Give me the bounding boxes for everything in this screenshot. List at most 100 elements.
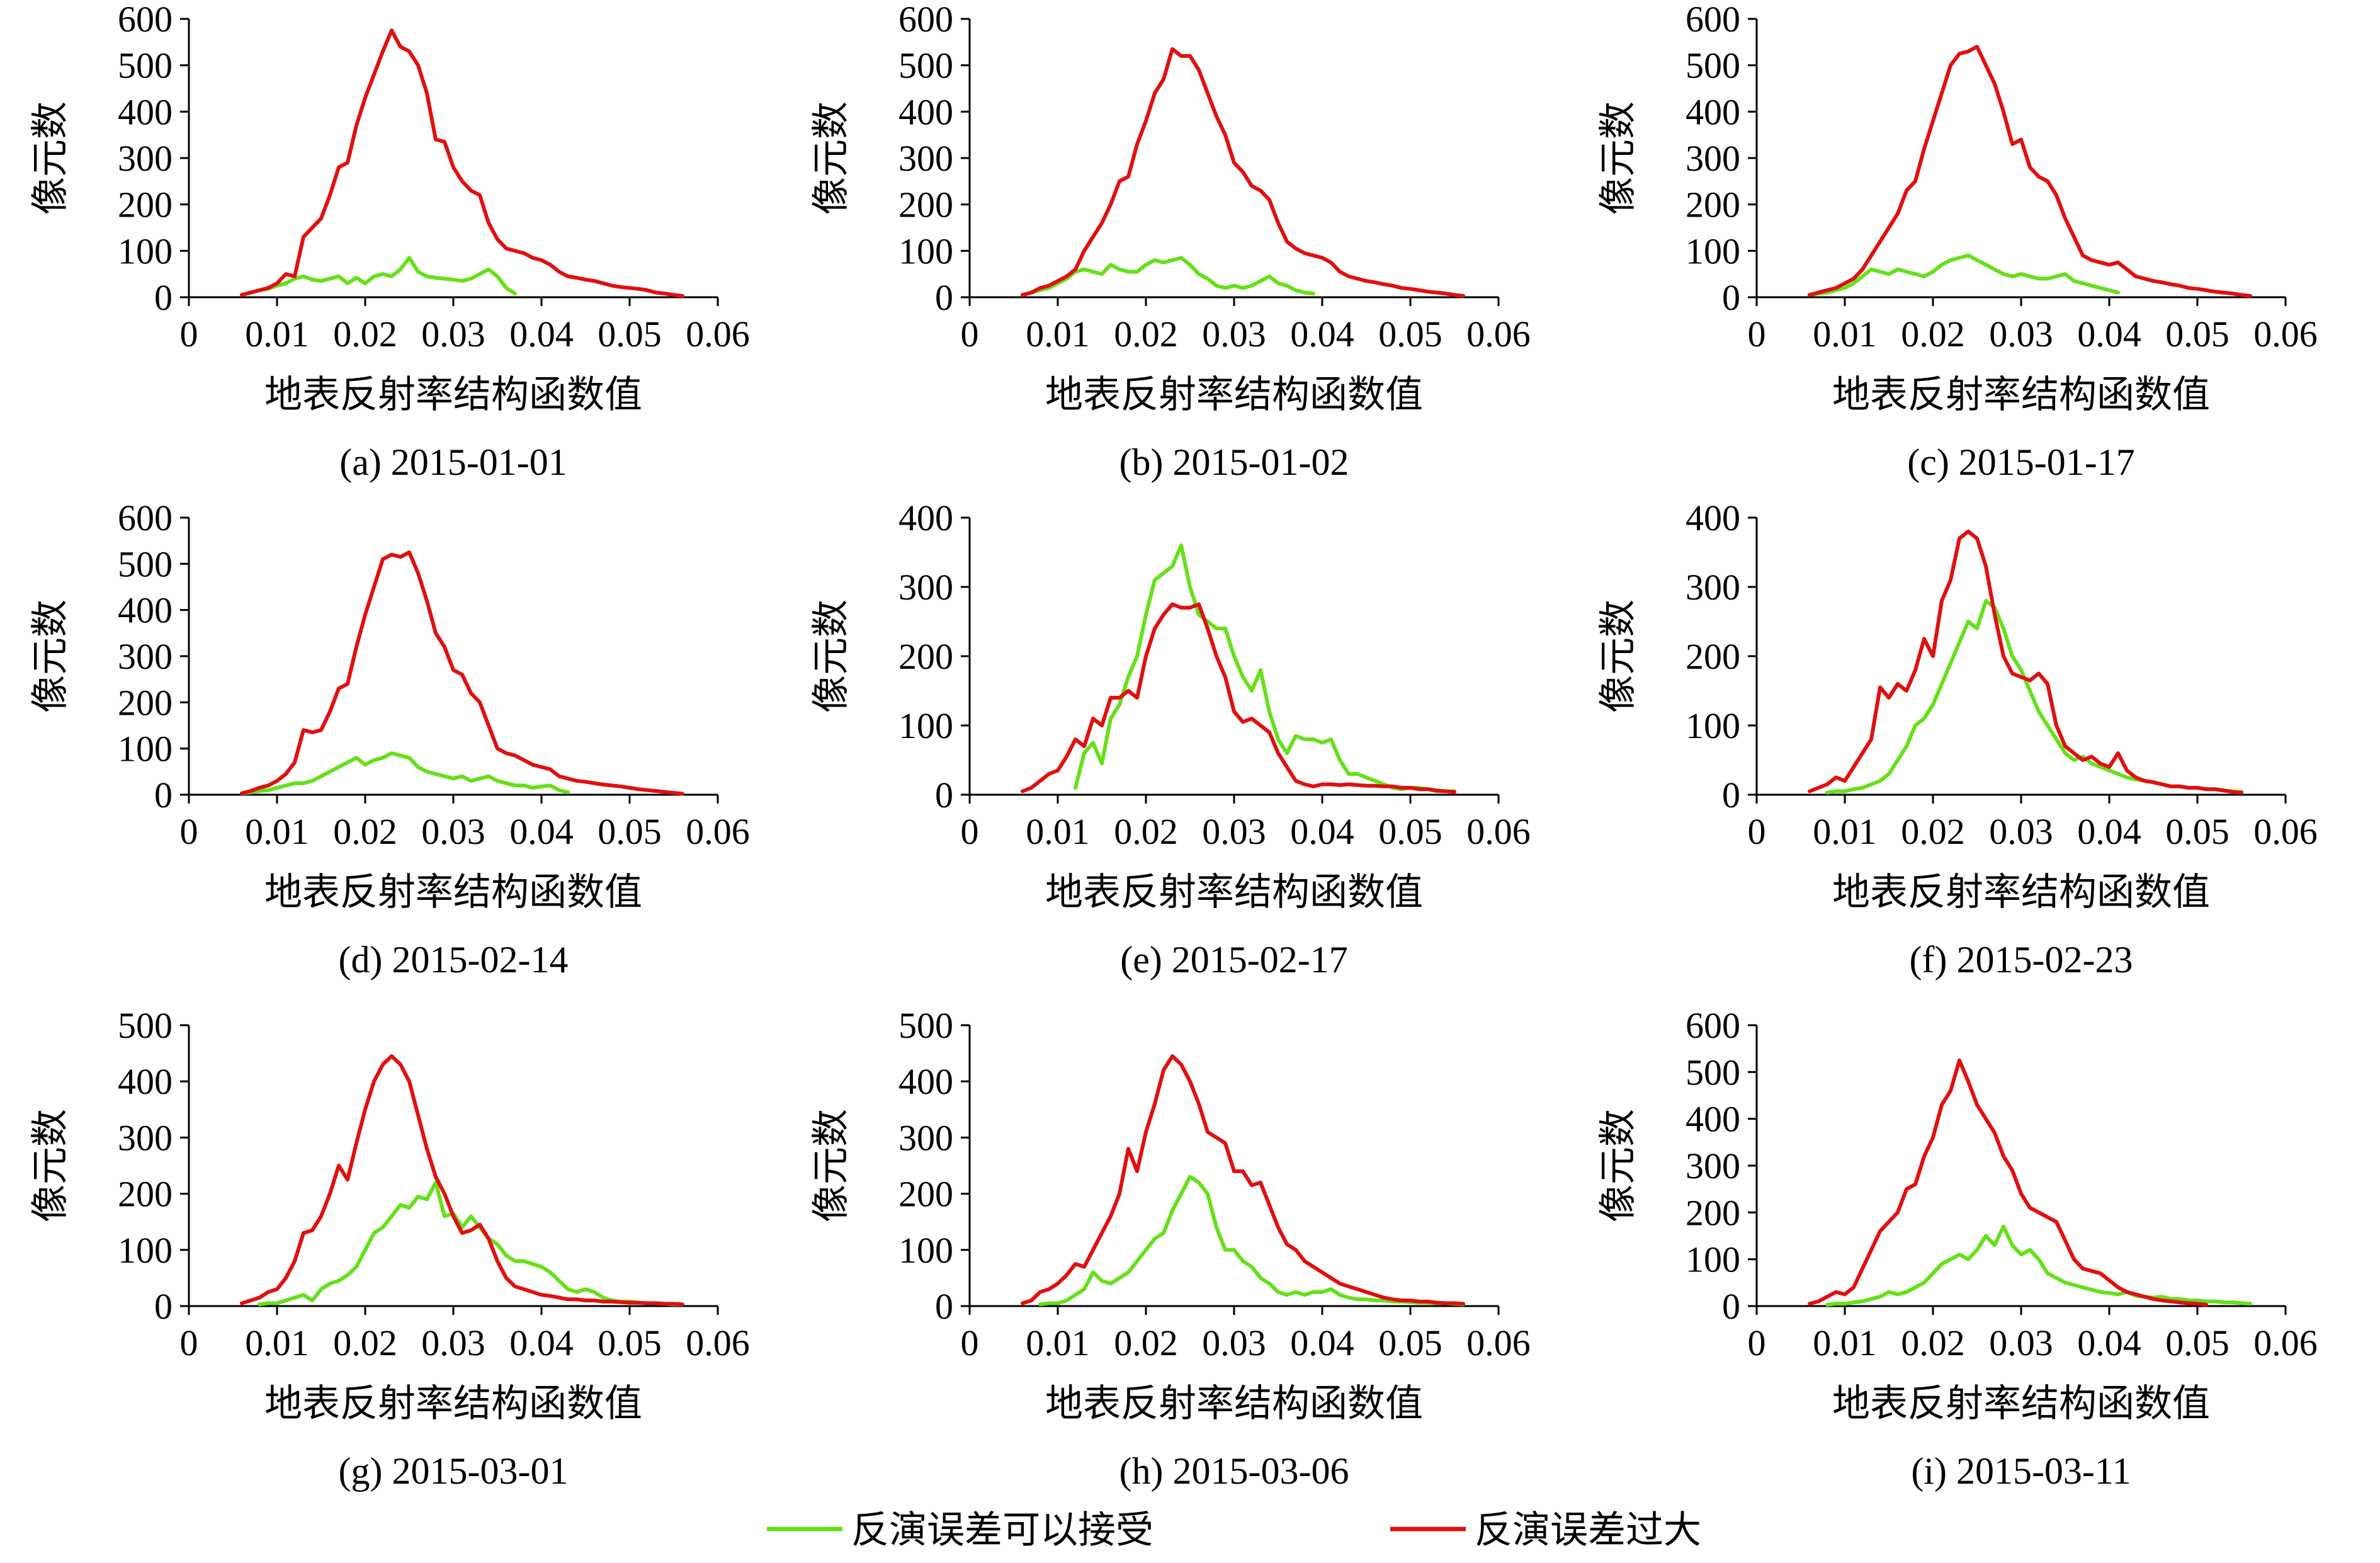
y-tick-label: 0 xyxy=(154,1286,173,1327)
x-tick-label: 0.02 xyxy=(333,314,397,355)
y-axis-title: 像元数 xyxy=(28,600,72,713)
x-tick-label: 0.02 xyxy=(333,811,397,852)
x-tick-label: 0.06 xyxy=(2253,811,2318,852)
series-line-excessive xyxy=(1808,45,2252,298)
chart-panel-e: 0 100 200 300 400 0 0.01 0.02 0.03 0.04 0.05 0.06 像元… xyxy=(809,497,1531,980)
y-tick-label: 300 xyxy=(1686,567,1740,608)
x-tick-label: 0.02 xyxy=(1114,1322,1178,1363)
series-line-excessive xyxy=(1808,530,2243,795)
x-tick-label: 0.02 xyxy=(1901,811,1965,852)
y-tick-label: 400 xyxy=(898,91,953,132)
x-tick-label: 0.02 xyxy=(1901,314,1965,355)
chart-panel-f: 0 100 200 300 400 0 0.01 0.02 0.03 0.04 0.05 0.06 像元… xyxy=(1596,497,2318,980)
legend: 反演误差可以接受 反演误差过大 xyxy=(767,1508,1701,1552)
y-tick-label: 200 xyxy=(898,636,953,677)
series-line-acceptable xyxy=(1038,1174,1465,1307)
y-tick-label: 200 xyxy=(1686,185,1740,225)
y-tick-label: 600 xyxy=(1686,1005,1740,1046)
x-tick-label: 0.03 xyxy=(421,314,485,355)
chart-panel-a: 0 100 200 300 400 500 600 0 0.01 0.02 0.03 0.04 0.05… xyxy=(28,0,750,483)
chart-panel-b: 0 100 200 300 400 500 600 0 0.01 0.02 0.03 0.04 0.05… xyxy=(809,0,1531,483)
x-tick-label: 0.03 xyxy=(421,811,485,852)
x-tick-label: 0 xyxy=(180,1322,198,1363)
y-tick-label: 100 xyxy=(1686,705,1740,746)
y-tick-label: 200 xyxy=(118,1174,173,1215)
legend-label-excessive: 反演误差过大 xyxy=(1475,1508,1701,1552)
panel-caption: (h) 2015-03-06 xyxy=(1119,1450,1349,1492)
x-tick-label: 0.01 xyxy=(245,811,309,852)
y-tick-label: 200 xyxy=(898,185,953,225)
y-tick-label: 600 xyxy=(1686,0,1740,40)
x-axis-title: 地表反射率结构函数值 xyxy=(1045,870,1423,914)
y-tick-label: 0 xyxy=(1722,1286,1740,1327)
y-tick-label: 0 xyxy=(935,277,953,318)
x-tick-label: 0.01 xyxy=(245,314,309,355)
y-tick-label: 0 xyxy=(1722,277,1740,318)
x-tick-label: 0.02 xyxy=(1901,1322,1965,1363)
x-tick-label: 0.05 xyxy=(598,811,662,852)
x-tick-label: 0.04 xyxy=(509,811,574,852)
y-tick-label: 300 xyxy=(1686,1145,1740,1186)
y-tick-label: 0 xyxy=(1722,775,1740,816)
x-tick-label: 0.01 xyxy=(1026,811,1090,852)
x-tick-label: 0.04 xyxy=(2077,314,2141,355)
y-axis-title: 像元数 xyxy=(809,600,853,713)
panel-caption: (c) 2015-01-17 xyxy=(1907,441,2135,483)
panel-caption: (f) 2015-02-23 xyxy=(1910,939,2133,980)
x-tick-label: 0.03 xyxy=(1989,314,2053,355)
x-tick-label: 0.01 xyxy=(1026,314,1090,355)
x-axis-title: 地表反射率结构函数值 xyxy=(264,870,642,914)
chart-panel-c: 0 100 200 300 400 500 600 0 0.01 0.02 0.03 0.04 0.05… xyxy=(1596,0,2318,483)
y-tick-label: 400 xyxy=(118,1061,173,1102)
x-tick-label: 0.03 xyxy=(1202,811,1266,852)
x-tick-label: 0.05 xyxy=(598,1322,662,1363)
y-axis-title: 像元数 xyxy=(28,101,72,215)
y-tick-label: 300 xyxy=(898,1117,953,1158)
x-tick-label: 0.04 xyxy=(2077,811,2141,852)
chart-panel-g: 0 100 200 300 400 500 0 0.01 0.02 0.03 0.04 0.05 0.0… xyxy=(28,1005,750,1492)
y-tick-label: 200 xyxy=(1686,636,1740,677)
panel-caption: (i) 2015-03-11 xyxy=(1911,1450,2131,1492)
panel-caption: (g) 2015-03-01 xyxy=(339,1450,569,1492)
y-tick-label: 200 xyxy=(118,682,173,723)
x-tick-label: 0.06 xyxy=(1466,314,1531,355)
x-tick-label: 0.01 xyxy=(1813,314,1877,355)
y-tick-label: 0 xyxy=(154,775,173,816)
y-tick-label: 500 xyxy=(118,45,173,86)
x-tick-label: 0 xyxy=(1748,314,1766,355)
y-axis-title: 像元数 xyxy=(1596,101,1640,215)
x-tick-label: 0.06 xyxy=(686,1322,750,1363)
x-tick-label: 0.01 xyxy=(1813,1322,1877,1363)
x-axis-title: 地表反射率结构函数值 xyxy=(1832,1382,2210,1426)
y-axis-title: 像元数 xyxy=(28,1109,72,1222)
y-tick-label: 200 xyxy=(898,1174,953,1215)
x-tick-label: 0.05 xyxy=(2165,811,2230,852)
y-tick-label: 600 xyxy=(118,497,173,538)
y-tick-label: 200 xyxy=(118,185,173,225)
x-axis-title: 地表反射率结构函数值 xyxy=(1045,373,1423,417)
x-tick-label: 0.02 xyxy=(333,1322,397,1363)
x-axis-title: 地表反射率结构函数值 xyxy=(1832,373,2210,417)
series-line-excessive xyxy=(1808,1058,2208,1307)
chart-panel-i: 0 100 200 300 400 500 600 0 0.01 0.02 0.03 0.04 0.05… xyxy=(1596,1005,2318,1492)
x-tick-label: 0.04 xyxy=(2077,1322,2141,1363)
series-line-excessive xyxy=(1021,602,1456,794)
x-tick-label: 0.01 xyxy=(245,1322,309,1363)
x-axis-title: 地表反射率结构函数值 xyxy=(1045,1382,1423,1426)
series-line-acceptable xyxy=(258,1180,684,1307)
series-line-acceptable xyxy=(1808,253,2120,297)
y-tick-label: 100 xyxy=(898,1230,953,1271)
series-line-excessive xyxy=(240,1054,684,1307)
x-axis-title: 地表反射率结构函数值 xyxy=(1832,870,2210,914)
x-tick-label: 0.06 xyxy=(1466,811,1531,852)
y-tick-label: 400 xyxy=(118,590,173,631)
x-tick-label: 0.05 xyxy=(1378,314,1442,355)
x-tick-label: 0.01 xyxy=(1026,1322,1090,1363)
series-line-acceptable xyxy=(240,751,570,795)
x-tick-label: 0.06 xyxy=(1466,1322,1531,1363)
x-tick-label: 0.04 xyxy=(509,1322,574,1363)
y-axis-title: 像元数 xyxy=(1596,600,1640,713)
y-tick-label: 0 xyxy=(154,277,173,318)
